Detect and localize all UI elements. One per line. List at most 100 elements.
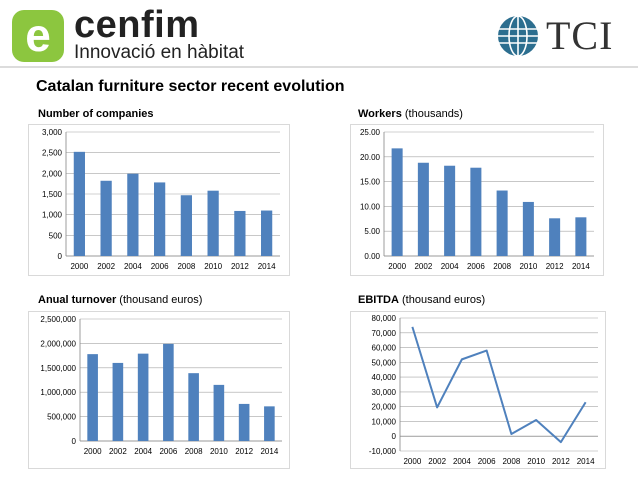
cenfim-logo-mark: e: [12, 10, 64, 62]
workers-bar: [470, 167, 482, 256]
companies-bar: [73, 151, 85, 256]
chart-title-ebitda-bold: EBITDA: [358, 294, 399, 306]
ebitda-chart-border: [350, 311, 606, 469]
turnover-y-tick-label: 0: [72, 437, 77, 446]
companies-y-tick-label: 0: [58, 252, 63, 261]
chart-title-companies: Number of companies: [38, 108, 154, 120]
chart-title-workers-rest: (thousands): [401, 108, 463, 120]
chart-title-turnover-rest: (thousand euros): [116, 294, 203, 306]
companies-y-tick-label: 1,500: [42, 190, 63, 199]
cenfim-logo: e cenfim Innovació en hàbitat: [12, 4, 245, 63]
companies-x-tick-label: 2014: [258, 262, 276, 271]
cenfim-tagline: Innovació en hàbitat: [74, 42, 245, 63]
workers-bar: [391, 148, 403, 256]
chart-turnover: 0 500,000 1,000,000 1,500,000 2,000,000 2,500…: [28, 311, 290, 469]
workers-x-tick-label: 2014: [572, 262, 590, 271]
workers-x-tick-label: 2004: [441, 262, 459, 271]
ebitda-y-tick-label: -10,000: [369, 447, 397, 456]
workers-x-tick-label: 2010: [519, 262, 537, 271]
ebitda-y-tick-label: 50,000: [372, 358, 397, 367]
workers-y-tick-label: 15.00: [360, 178, 381, 187]
companies-bar: [100, 180, 112, 256]
turnover-bar: [163, 343, 174, 441]
workers-x-tick-label: 2008: [493, 262, 511, 271]
turnover-x-tick-label: 2012: [235, 447, 253, 456]
companies-bar: [154, 182, 166, 256]
companies-chart-border: [28, 124, 290, 276]
turnover-x-tick-label: 2014: [260, 447, 278, 456]
ebitda-x-tick-label: 2000: [403, 457, 421, 466]
ebitda-y-tick-label: 10,000: [372, 417, 397, 426]
workers-y-tick-label: 20.00: [360, 153, 381, 162]
turnover-chart-border: [28, 311, 290, 469]
companies-bar: [127, 173, 139, 256]
companies-y-tick-label: 3,000: [42, 128, 63, 137]
workers-chart-border: [350, 124, 604, 276]
companies-x-tick-label: 2012: [231, 262, 249, 271]
cenfim-brand-name: cenfim: [74, 4, 200, 46]
turnover-bar: [264, 406, 275, 441]
chart-workers-svg: 0.00 5.00 10.00 15.00 20.00 25.00 2000 2002 2004…: [350, 124, 604, 276]
ebitda-x-tick-label: 2002: [428, 457, 446, 466]
ebitda-y-tick-label: 0: [392, 432, 397, 441]
ebitda-x-tick-label: 2008: [502, 457, 520, 466]
turnover-y-tick-label: 2,500,000: [40, 315, 76, 324]
tci-brand-name: TCI: [546, 13, 614, 58]
workers-x-tick-label: 2002: [414, 262, 432, 271]
tci-logo: TCI: [496, 12, 626, 64]
turnover-y-tick-label: 1,500,000: [40, 364, 76, 373]
companies-x-tick-label: 2006: [151, 262, 169, 271]
ebitda-x-tick-label: 2006: [478, 457, 496, 466]
workers-y-tick-label: 10.00: [360, 202, 381, 211]
workers-x-tick-label: 2006: [467, 262, 485, 271]
chart-turnover-svg: 0 500,000 1,000,000 1,500,000 2,000,000 2,500…: [28, 311, 290, 469]
workers-y-tick-label: 0.00: [364, 252, 380, 261]
workers-y-tick-label: 5.00: [364, 227, 380, 236]
turnover-y-tick-label: 1,000,000: [40, 388, 76, 397]
chart-ebitda: -10,000 0 10,000 20,000 30,000 40,000 50,000 60…: [350, 311, 606, 469]
chart-title-workers-bold: Workers: [358, 108, 402, 120]
turnover-bar: [112, 362, 124, 441]
companies-x-tick-label: 2008: [177, 262, 195, 271]
turnover-x-tick-label: 2010: [210, 447, 228, 456]
companies-y-tick-label: 2,000: [42, 169, 63, 178]
companies-bar: [234, 210, 246, 256]
companies-bar: [207, 190, 219, 256]
ebitda-x-tick-label: 2004: [453, 457, 471, 466]
ebitda-x-tick-label: 2012: [552, 457, 570, 466]
turnover-y-tick-label: 2,000,000: [40, 339, 76, 348]
ebitda-y-tick-label: 20,000: [372, 403, 397, 412]
companies-y-tick-label: 2,500: [42, 149, 63, 158]
turnover-x-tick-label: 2000: [84, 447, 102, 456]
workers-bar: [444, 165, 456, 256]
turnover-x-tick-label: 2008: [185, 447, 203, 456]
globe-icon: [498, 15, 538, 57]
ebitda-y-tick-label: 80,000: [372, 314, 397, 323]
turnover-x-tick-label: 2002: [109, 447, 127, 456]
chart-title-ebitda: EBITDA (thousand euros): [358, 294, 485, 306]
turnover-bar: [188, 373, 199, 441]
page-title: Catalan furniture sector recent evolutio…: [36, 78, 345, 95]
turnover-bar: [87, 354, 98, 441]
turnover-bar: [238, 403, 250, 441]
workers-bar: [417, 162, 429, 256]
workers-bar: [549, 218, 561, 256]
companies-x-tick-label: 2004: [124, 262, 142, 271]
chart-companies-svg: 0 500 1,000 1,500 2,000 2,500 3,000 2000 2002 200…: [28, 124, 290, 276]
companies-bar: [180, 195, 192, 256]
turnover-bar: [213, 384, 225, 441]
companies-x-tick-label: 2000: [70, 262, 88, 271]
ebitda-y-tick-label: 30,000: [372, 388, 397, 397]
ebitda-x-tick-label: 2010: [527, 457, 545, 466]
companies-y-tick-label: 500: [49, 231, 63, 240]
ebitda-y-tick-label: 40,000: [372, 373, 397, 382]
companies-x-tick-label: 2010: [204, 262, 222, 271]
workers-x-tick-label: 2000: [388, 262, 406, 271]
ebitda-y-tick-label: 70,000: [372, 329, 397, 338]
chart-title-ebitda-rest: (thousand euros): [398, 294, 486, 306]
chart-title-turnover-bold: Anual turnover: [38, 294, 117, 306]
ebitda-x-tick-label: 2014: [577, 457, 595, 466]
ebitda-y-tick-label: 60,000: [372, 344, 397, 353]
turnover-x-tick-label: 2006: [159, 447, 177, 456]
chart-workers: 0.00 5.00 10.00 15.00 20.00 25.00 2000 2002 2004…: [350, 124, 604, 276]
